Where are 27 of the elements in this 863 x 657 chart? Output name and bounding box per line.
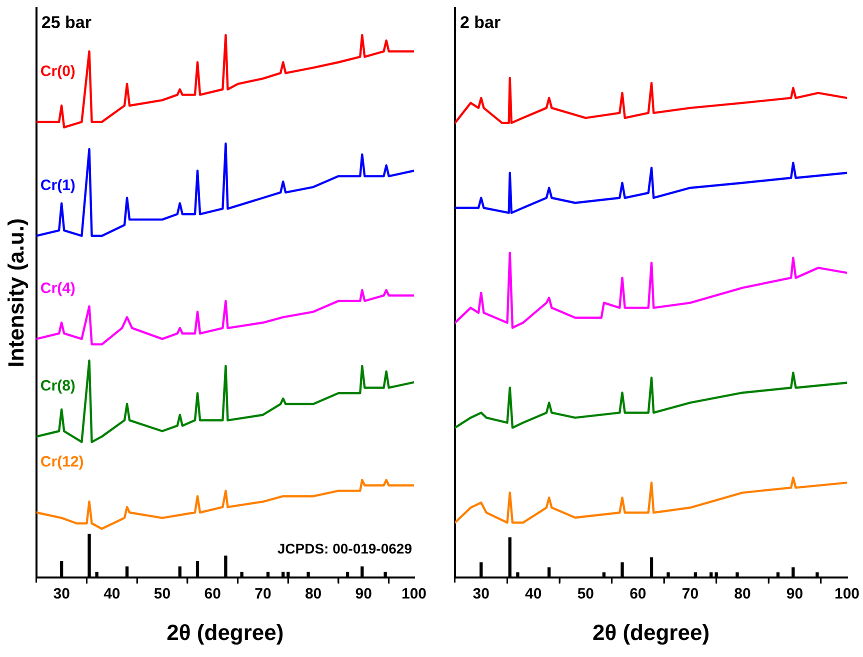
x-axis-title: 2θ (degree) <box>166 620 284 645</box>
x-axis-title: 2θ (degree) <box>592 620 710 645</box>
x-tick-label: 60 <box>630 586 646 603</box>
x-tick-label: 50 <box>577 586 594 603</box>
x-tick-label: 90 <box>786 586 804 603</box>
x-tick-label: 70 <box>682 586 699 603</box>
series-label: Cr(1) <box>40 176 76 194</box>
x-tick-label: 70 <box>254 586 272 603</box>
x-tick-label: 30 <box>53 586 70 603</box>
x-tick-label: 100 <box>834 586 860 603</box>
x-tick-label: 100 <box>401 586 427 603</box>
chart-title: 2 bar <box>460 13 502 32</box>
x-tick-label: 40 <box>104 586 120 603</box>
y-axis-title: Intensity (a.u.) <box>3 218 28 368</box>
x-tick-label: 80 <box>734 586 751 603</box>
series-label: Cr(8) <box>40 378 76 395</box>
x-tick-label: 80 <box>304 586 322 603</box>
x-tick-label: 50 <box>154 586 171 603</box>
text: Cr(12) <box>40 454 84 471</box>
x-tick-label: 30 <box>472 586 490 603</box>
x-tick-label: 60 <box>204 586 221 603</box>
chart-title: 25 bar <box>41 13 92 32</box>
series-label: Cr(0) <box>40 62 76 80</box>
series-label: Cr(4) <box>40 280 76 297</box>
annotation: JCPDS: 00-019-0629 <box>277 540 412 557</box>
x-tick-label: 40 <box>525 586 542 603</box>
x-tick-label: 90 <box>355 586 372 603</box>
